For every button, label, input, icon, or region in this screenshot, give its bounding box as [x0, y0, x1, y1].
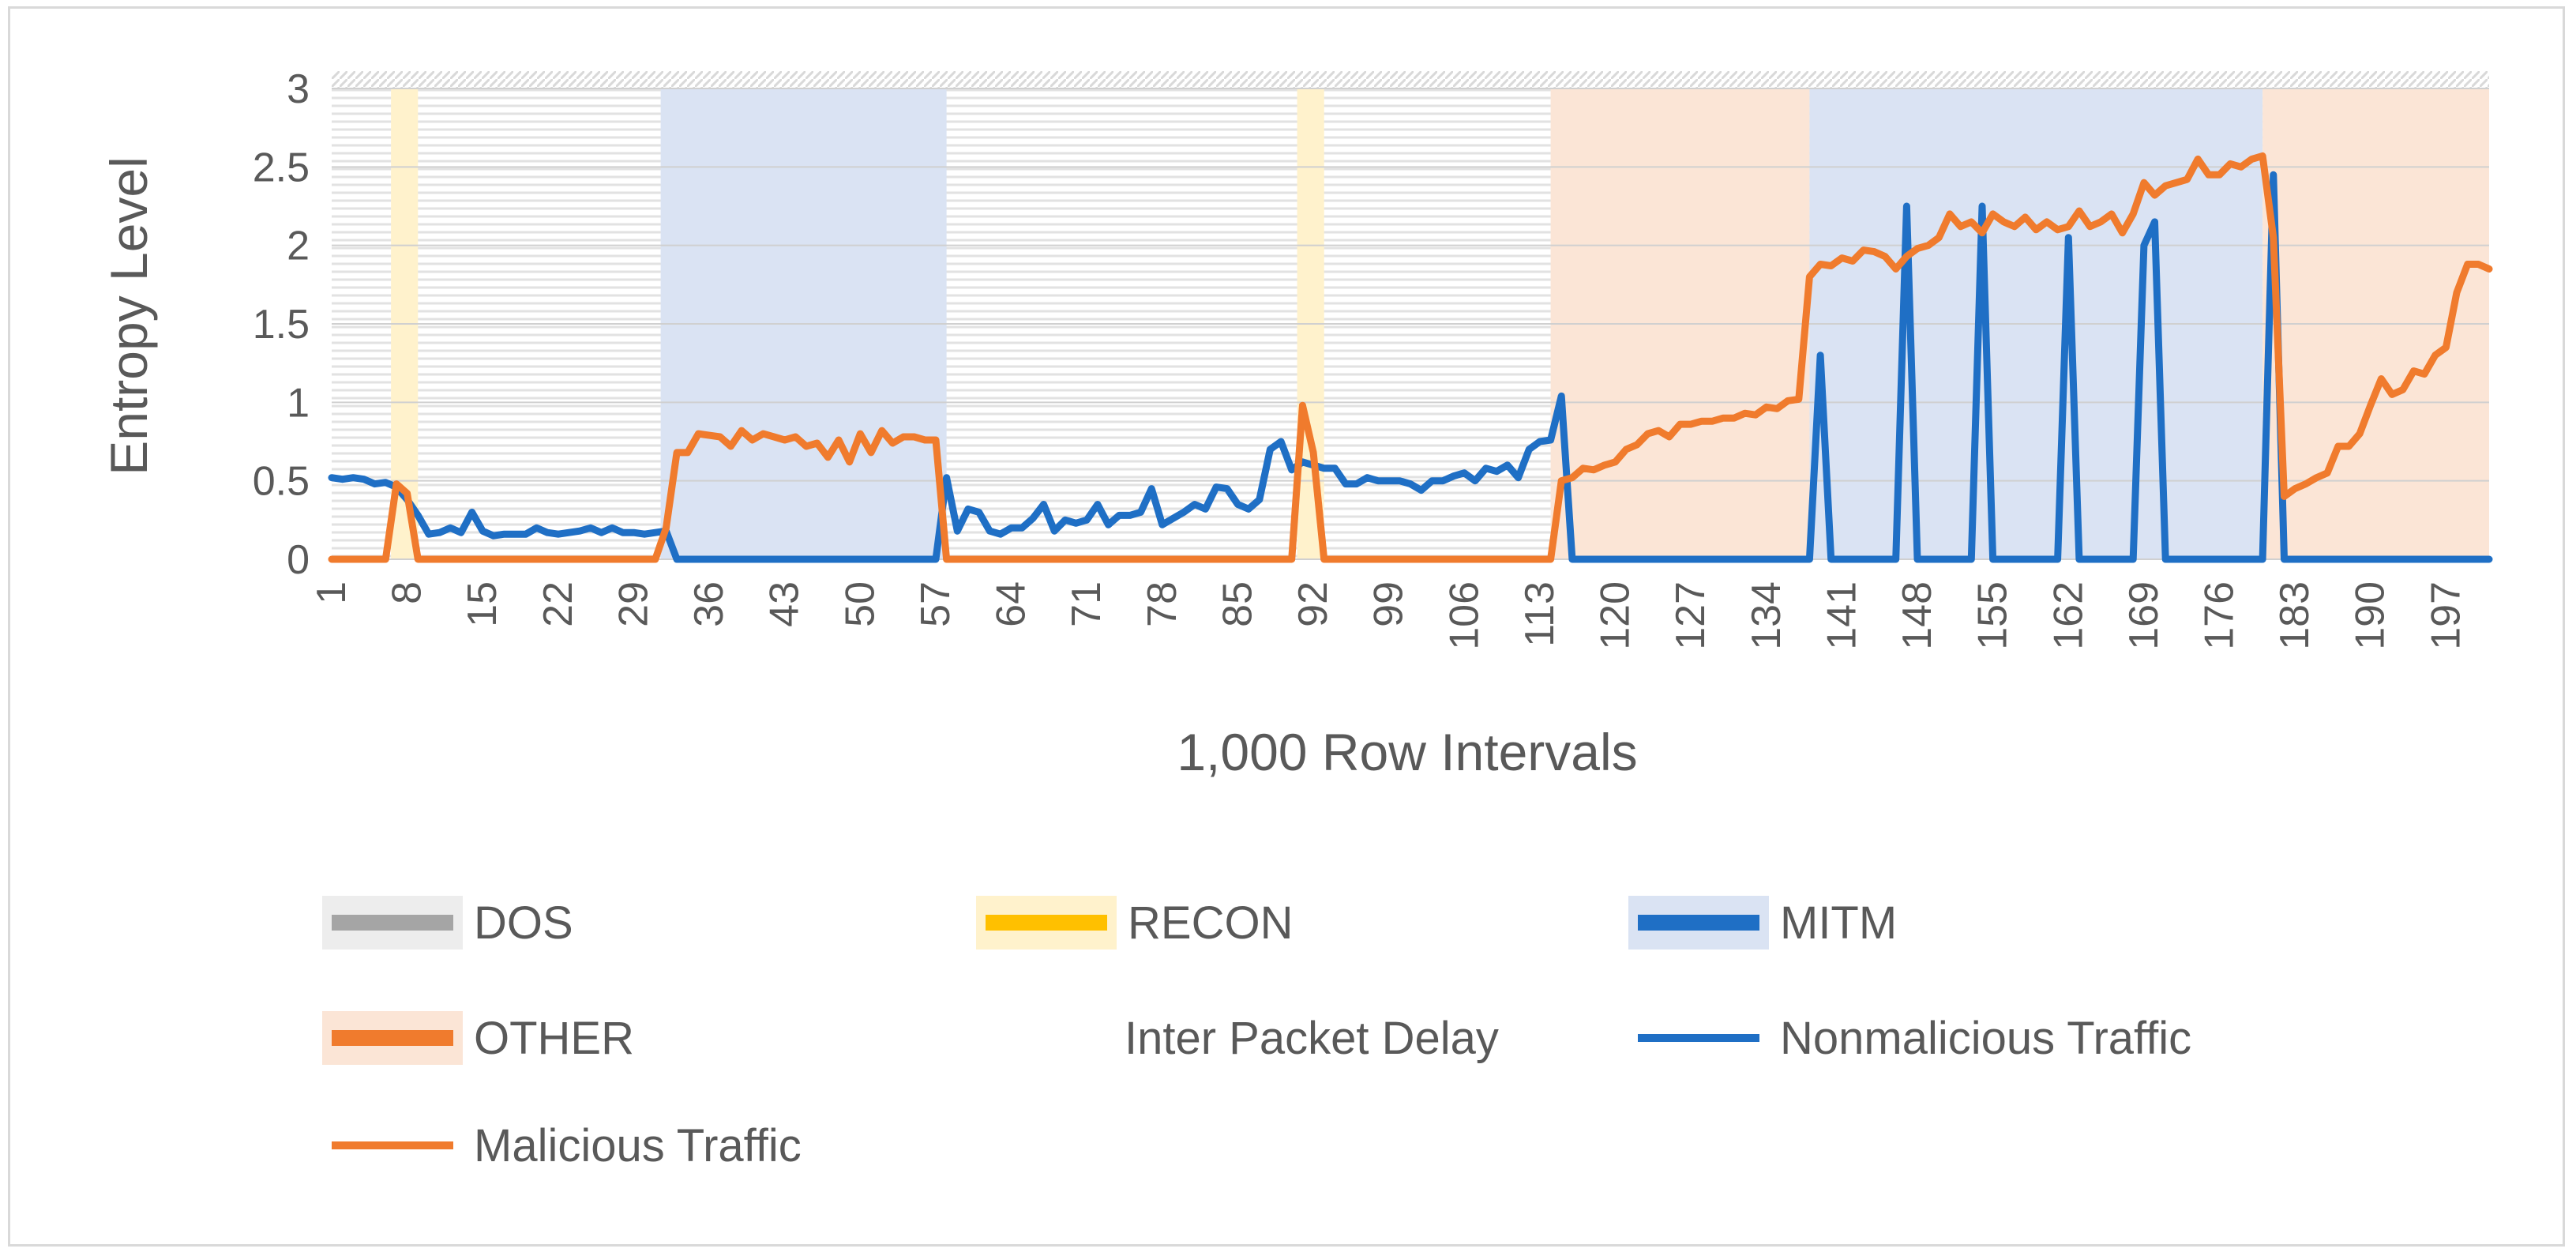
legend-label-1: RECON	[1128, 897, 1293, 949]
x-axis-title: 1,000 Row Intervals	[1177, 723, 1637, 781]
y-tick-label-5: 2.5	[253, 145, 310, 190]
x-tick-label-12: 85	[1215, 581, 1260, 627]
x-tick-label-26: 183	[2272, 581, 2318, 650]
x-tick-label-8: 57	[913, 581, 959, 627]
x-tick-label-25: 176	[2197, 581, 2243, 650]
x-tick-label-14: 99	[1366, 581, 1412, 627]
y-axis-ticks: 0 0.5 1 1.5 2 2.5 3	[253, 66, 310, 583]
plot-top-strip	[332, 71, 2489, 88]
x-tick-label-21: 148	[1894, 581, 1940, 650]
x-tick-label-23: 162	[2045, 581, 2091, 650]
x-tick-label-0: 1	[309, 581, 355, 604]
legend-label-5: Nonmalicious Traffic	[1780, 1013, 2191, 1064]
x-tick-label-20: 141	[1819, 581, 1864, 650]
x-tick-label-28: 197	[2423, 581, 2469, 650]
x-tick-label-2: 15	[460, 581, 505, 627]
x-tick-label-15: 106	[1441, 581, 1487, 650]
legend-label-6: Malicious Traffic	[474, 1120, 802, 1171]
y-tick-label-1: 0.5	[253, 459, 310, 505]
legend-label-2: MITM	[1780, 897, 1897, 949]
legend-label-4: Inter Packet Delay	[1125, 1013, 1499, 1064]
y-axis-title: Entropy Level	[100, 156, 158, 476]
x-tick-label-5: 36	[686, 581, 732, 627]
legend-item-4: Inter Packet Delay	[1125, 1013, 1499, 1064]
x-tick-label-24: 169	[2121, 581, 2167, 650]
x-tick-label-3: 22	[535, 581, 581, 627]
legend-item-2: MITM	[1628, 896, 1897, 950]
legend-item-0: DOS	[322, 896, 573, 950]
series-lines	[328, 152, 2493, 563]
x-tick-label-1: 8	[385, 581, 430, 604]
legend-item-3: OTHER	[322, 1011, 634, 1065]
x-tick-label-6: 43	[762, 581, 808, 627]
x-tick-label-27: 190	[2348, 581, 2394, 650]
x-tick-label-17: 120	[1593, 581, 1639, 650]
x-tick-label-13: 92	[1290, 581, 1336, 627]
x-tick-label-7: 50	[837, 581, 883, 627]
x-tick-label-4: 29	[610, 581, 656, 627]
series-line-1	[328, 152, 2493, 563]
legend: DOS RECON MITM OTHER Inter Packet Delay Nonma…	[322, 896, 2191, 1171]
legend-label-0: DOS	[474, 897, 573, 949]
x-tick-label-18: 127	[1668, 581, 1714, 650]
legend-item-5: Nonmalicious Traffic	[1638, 1013, 2191, 1064]
legend-label-3: OTHER	[474, 1013, 634, 1064]
x-tick-label-16: 113	[1517, 581, 1563, 647]
y-tick-label-6: 3	[287, 66, 310, 112]
x-axis-ticks: 1 8 15 22 29 36 43 50 57 64 71 78 85 92 99 106 113 120 127…	[309, 581, 2469, 650]
series-line-0	[328, 171, 2493, 563]
y-tick-label-0: 0	[287, 537, 310, 583]
x-tick-label-10: 71	[1064, 581, 1110, 627]
y-tick-label-4: 2	[287, 224, 310, 269]
x-tick-label-19: 134	[1744, 581, 1789, 650]
legend-item-6: Malicious Traffic	[332, 1120, 802, 1171]
y-tick-label-3: 1.5	[253, 302, 310, 348]
legend-item-1: RECON	[976, 896, 1293, 950]
x-tick-label-22: 155	[1970, 581, 2016, 650]
x-tick-label-9: 64	[989, 581, 1035, 627]
x-tick-label-11: 78	[1140, 581, 1185, 627]
y-tick-label-2: 1	[287, 380, 310, 426]
